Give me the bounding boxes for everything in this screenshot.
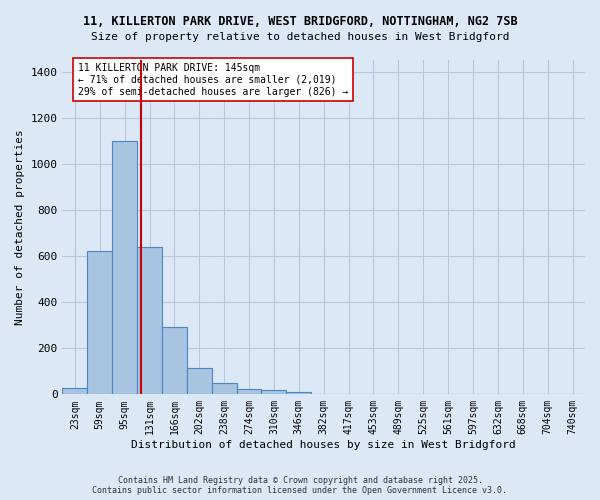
- Bar: [212, 384, 236, 394]
- Bar: [62, 388, 88, 394]
- Text: 11, KILLERTON PARK DRIVE, WEST BRIDGFORD, NOTTINGHAM, NG2 7SB: 11, KILLERTON PARK DRIVE, WEST BRIDGFORD…: [83, 15, 517, 28]
- Text: Size of property relative to detached houses in West Bridgford: Size of property relative to detached ho…: [91, 32, 509, 42]
- Bar: [262, 390, 286, 394]
- Y-axis label: Number of detached properties: Number of detached properties: [15, 130, 25, 325]
- Bar: [236, 388, 262, 394]
- Bar: [112, 140, 137, 394]
- Bar: [162, 328, 187, 394]
- Bar: [137, 247, 162, 394]
- X-axis label: Distribution of detached houses by size in West Bridgford: Distribution of detached houses by size …: [131, 440, 516, 450]
- Text: 11 KILLERTON PARK DRIVE: 145sqm
← 71% of detached houses are smaller (2,019)
29%: 11 KILLERTON PARK DRIVE: 145sqm ← 71% of…: [78, 64, 349, 96]
- Bar: [88, 252, 112, 394]
- Bar: [286, 392, 311, 394]
- Bar: [187, 368, 212, 394]
- Text: Contains HM Land Registry data © Crown copyright and database right 2025.
Contai: Contains HM Land Registry data © Crown c…: [92, 476, 508, 495]
